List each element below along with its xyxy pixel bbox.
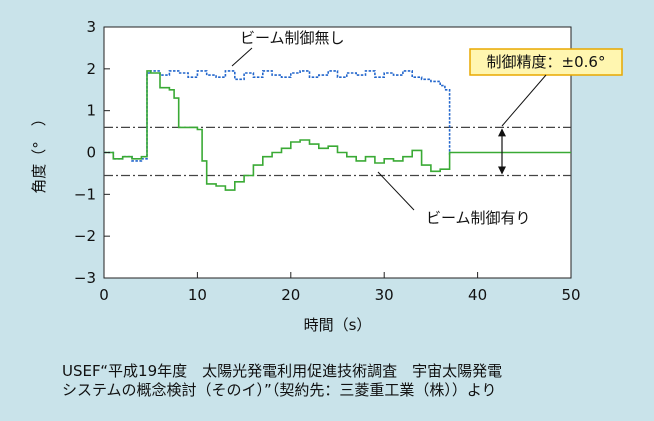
- x-tick-label: 30: [375, 286, 394, 304]
- y-tick-label: 2: [86, 60, 96, 78]
- precision-callout-box: [469, 48, 623, 76]
- leader-no-control: [231, 47, 253, 67]
- leader-precision: [501, 74, 547, 127]
- x-tick-label: 20: [281, 286, 300, 304]
- y-tick-label: −2: [74, 227, 96, 245]
- label-with-control: ビーム制御有り: [426, 209, 531, 227]
- y-tick-label: −1: [74, 185, 96, 203]
- x-tick-label: 50: [561, 286, 580, 304]
- caption-line-2: システムの概念検討（そのイ）”（契約先：三菱重工業（株））より: [62, 381, 497, 399]
- precision-arrow-head-down: [498, 166, 506, 175]
- label-no-control: ビーム制御無し: [240, 29, 345, 47]
- label-precision: 制御精度：±0.6°: [487, 53, 606, 71]
- x-tick-label: 40: [468, 286, 487, 304]
- x-tick-label: 10: [188, 286, 207, 304]
- x-tick-label: 0: [99, 286, 109, 304]
- y-tick-label: −3: [74, 269, 96, 287]
- y-tick-label: 3: [86, 18, 96, 36]
- series-line-2: [104, 70, 571, 191]
- y-tick-label: 1: [86, 102, 96, 120]
- y-axis-label: 角度（° ）: [30, 111, 48, 194]
- leader-with-control: [377, 171, 415, 211]
- caption-line-1: USEF“平成19年度 太陽光発電利用促進技術調査 宇宙太陽発電: [62, 362, 503, 380]
- x-axis-label: 時間（s）: [304, 316, 372, 334]
- source-caption: USEF“平成19年度 太陽光発電利用促進技術調査 宇宙太陽発電 システムの概念…: [62, 362, 642, 400]
- precision-arrow-head-up: [498, 128, 506, 137]
- y-tick-label: 0: [86, 144, 96, 162]
